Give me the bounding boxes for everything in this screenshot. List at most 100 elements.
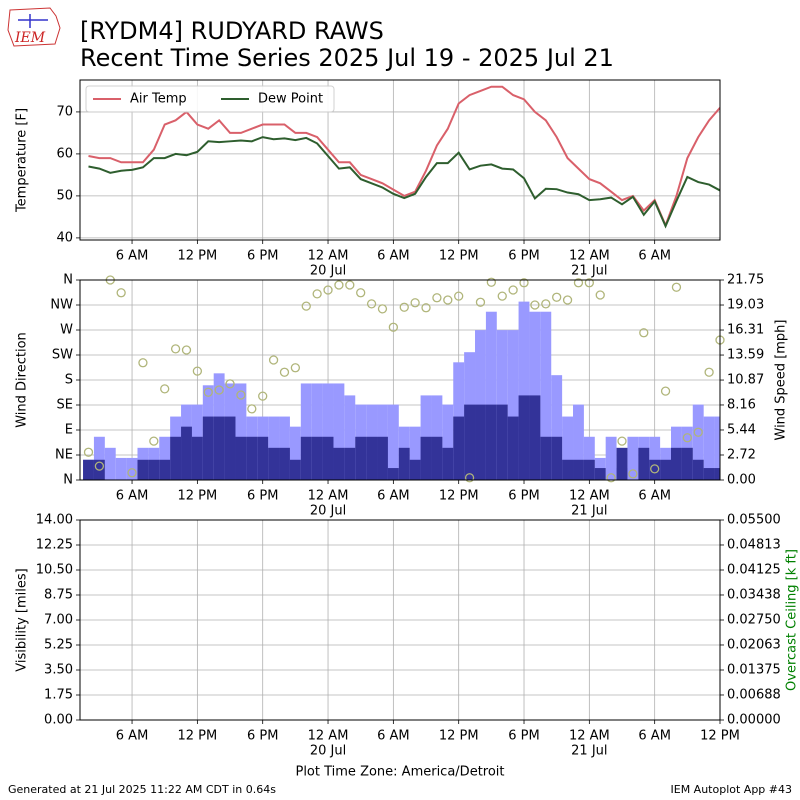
y-tick-label: 40 xyxy=(56,230,73,245)
y-tick-label: 8.75 xyxy=(44,588,73,603)
direction-point xyxy=(83,447,94,457)
wind-bar xyxy=(649,436,661,480)
wind-bar xyxy=(551,436,563,480)
x-tick-label: 12 AM xyxy=(308,489,349,504)
legend-label: Dew Point xyxy=(258,92,323,107)
y-tick-label: N xyxy=(63,273,73,288)
wind-bar xyxy=(562,459,574,480)
wind-bar xyxy=(475,404,486,480)
wind-bar xyxy=(191,436,203,480)
wind-bar xyxy=(714,416,720,480)
direction-point xyxy=(464,473,475,483)
x-tick-sublabel: 20 Jul xyxy=(310,264,346,279)
y2-tick-label: 0.02750 xyxy=(727,613,781,628)
legend-box xyxy=(85,85,335,113)
y-axis-label: Temperature [F] xyxy=(15,108,30,213)
wind-bar xyxy=(333,447,345,480)
wind-bar xyxy=(573,404,584,480)
x-tick-label: 6 PM xyxy=(247,489,278,504)
y-tick-label: 5.25 xyxy=(44,638,73,653)
y2-tick-label: 0.04125 xyxy=(727,563,781,578)
y-tick-label: N xyxy=(63,473,73,488)
wind-bar xyxy=(344,447,356,480)
direction-point xyxy=(247,404,257,414)
wind-bar xyxy=(257,436,269,480)
y2-tick-label: 8.16 xyxy=(727,397,756,412)
x-tick-label: 12 AM xyxy=(569,249,610,264)
wind-bar xyxy=(387,468,399,480)
wind-bar xyxy=(159,436,171,480)
direction-point xyxy=(541,299,551,309)
y2-tick-label: 0.05500 xyxy=(727,513,781,528)
wind-bar xyxy=(594,468,606,480)
wind-bar xyxy=(366,436,378,480)
wind-bar xyxy=(703,416,715,480)
x-tick-label: 6 AM xyxy=(638,729,671,744)
x-tick-label: 6 AM xyxy=(116,249,149,264)
wind-bar xyxy=(246,436,258,480)
y2-tick-label: 10.87 xyxy=(727,373,764,388)
wind-bar xyxy=(289,459,301,480)
wind-bar xyxy=(649,459,661,480)
x-tick-label: 12 PM xyxy=(439,489,479,504)
direction-point xyxy=(334,280,344,290)
direction-point xyxy=(497,291,507,301)
wind-bar xyxy=(540,436,552,480)
wind-bar xyxy=(322,436,334,480)
wind-bar xyxy=(703,468,715,480)
x-tick-label: 6 AM xyxy=(377,249,410,264)
direction-point xyxy=(268,355,279,365)
direction-point xyxy=(486,277,497,287)
direction-point xyxy=(149,436,159,446)
y2-tick-label: 19.03 xyxy=(727,298,764,313)
x-tick-label: 12 AM xyxy=(308,729,349,744)
direction-point xyxy=(127,468,137,478)
wind-bar xyxy=(322,383,334,480)
y-tick-label: 0.00 xyxy=(44,713,73,728)
direction-point xyxy=(530,300,540,310)
panel: 6 AM 12 PM 6 PM 12 AM 6 AM 12 PM 6 PM 12 AM 6 AM… xyxy=(15,513,800,780)
series-group xyxy=(83,301,720,480)
wind-bar xyxy=(681,447,693,480)
wind-bar xyxy=(202,416,214,480)
x-tick-sublabel: 21 Jul xyxy=(571,504,607,519)
wind-bar xyxy=(431,436,443,480)
x-tick-sublabel: 20 Jul xyxy=(310,744,346,759)
direction-point xyxy=(94,461,105,471)
y-tick-label: 70 xyxy=(56,104,73,119)
wind-bar xyxy=(377,436,388,480)
wind-bar xyxy=(137,459,149,480)
wind-bar xyxy=(311,383,323,480)
direction-point xyxy=(410,298,420,308)
direction-point xyxy=(432,293,442,303)
line xyxy=(88,85,720,228)
legend-label: Air Temp xyxy=(130,92,187,107)
direction-point xyxy=(704,367,714,377)
y2-tick-label: 13.59 xyxy=(727,348,764,363)
wind-bar xyxy=(464,404,476,480)
direction-point xyxy=(225,379,235,389)
direction-point xyxy=(606,473,616,483)
direction-point xyxy=(595,290,605,300)
x-tick-label: 6 AM xyxy=(116,489,149,504)
wind-bar xyxy=(300,383,312,480)
wind-bar xyxy=(496,404,508,480)
wind-bar xyxy=(115,457,127,480)
plot-frame xyxy=(79,279,721,481)
y2-tick-label: 16.31 xyxy=(727,323,764,338)
y-tick-label: 10.50 xyxy=(36,563,73,578)
wind-bar xyxy=(442,404,454,480)
wind-bar xyxy=(235,383,247,480)
direction-point xyxy=(345,280,355,290)
direction-point xyxy=(421,303,431,313)
y2-tick-label: 0.01375 xyxy=(727,663,781,678)
x-tick-label: 6 PM xyxy=(508,729,539,744)
direction-point xyxy=(693,427,703,437)
direction-point xyxy=(160,384,170,394)
x-tick-label: 12 PM xyxy=(178,729,218,744)
plot-frame xyxy=(79,519,721,721)
y2-axis-label: Wind Speed [mph] xyxy=(774,320,789,441)
wind-bar xyxy=(507,416,519,480)
wind-bar xyxy=(409,426,421,480)
plot-frame xyxy=(79,79,721,241)
